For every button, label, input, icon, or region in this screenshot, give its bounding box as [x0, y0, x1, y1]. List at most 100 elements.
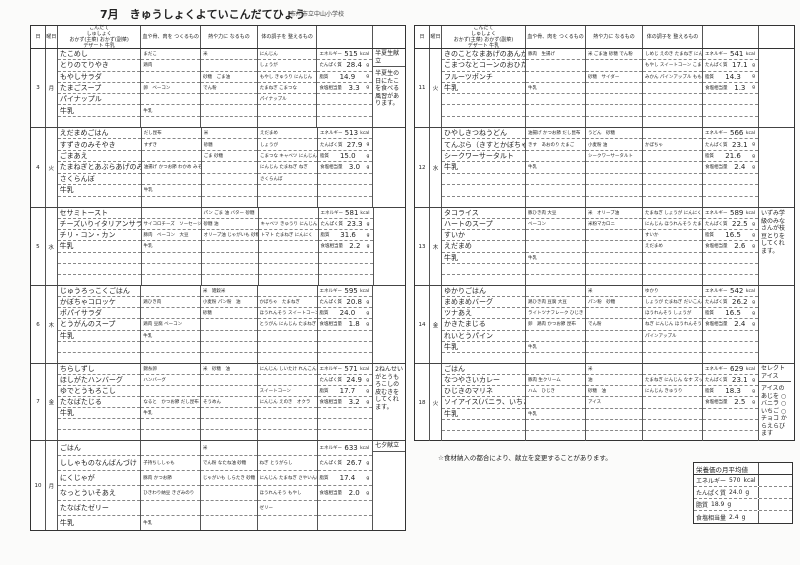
- ingredient: [200, 342, 257, 353]
- header-cell: [759, 26, 791, 48]
- ingredient: [643, 364, 702, 376]
- ingredient: パン ごま 油 バター 砂糖: [201, 208, 258, 220]
- nutrition-row: たんぱく質 23.1 g: [703, 139, 758, 151]
- ingredient: [586, 420, 642, 431]
- header-cell: 熱や力に なるもの: [586, 26, 643, 48]
- dish-name: [442, 94, 525, 106]
- dish-name: ひやしきつねうどん: [442, 128, 525, 140]
- dish-name: チリ・コン・カン: [57, 230, 141, 242]
- ingredient: 豚肉 生揚げ: [526, 49, 585, 61]
- ingredient: [200, 486, 257, 501]
- day-note: [374, 208, 405, 285]
- column-yellow: 米 ごま油 砂糖 でん粉 砂糖 サイダー: [586, 49, 643, 127]
- avg-value: 2.4: [729, 513, 739, 521]
- dish-name: [57, 342, 141, 353]
- ingredient: もやし スイートコーン こまつな: [643, 60, 702, 72]
- ingredient: [142, 197, 201, 207]
- column-yellow: 米砂糖 ごま 砂糖: [201, 128, 258, 207]
- nutrition-row: エネルギー 566 kcal: [703, 128, 758, 140]
- nutrition-label: たんぱく質: [705, 300, 728, 306]
- ingredient: [643, 431, 702, 441]
- dish-name: 牛乳: [57, 185, 141, 197]
- dish-name: じゅうろっこくごはん: [57, 286, 141, 298]
- ingredient: [643, 151, 702, 163]
- ingredient: [643, 253, 702, 264]
- ingredient: にんじん えのき オクラ: [257, 397, 317, 408]
- nutrition-label: たんぱく質: [705, 142, 728, 148]
- nutrition-row: [318, 197, 372, 207]
- nutrition-value: 31.6: [340, 231, 356, 240]
- nutrition-row: 脂質 14.9 g: [317, 72, 373, 83]
- column-red: まだこ 鶏肉卵 ベーコン 牛乳: [141, 49, 202, 127]
- nutrition-unit: g: [752, 377, 755, 383]
- ingredient: [526, 397, 585, 409]
- ingredient: うどん 砂糖: [586, 128, 642, 140]
- nutrition-row: [703, 117, 758, 127]
- nutrition-value: 589: [730, 209, 744, 218]
- ingredient: しょうが: [258, 139, 317, 151]
- ingredient: ゼリー: [257, 501, 317, 516]
- nutrition-row: エネルギー 633 kcal: [317, 441, 373, 456]
- ingredient: ほうれんそう しょうが: [643, 308, 702, 320]
- avg-label: たんぱく質: [696, 490, 727, 497]
- nutrition-row: 脂質 24.0 g: [317, 308, 373, 320]
- dish-name: 牛乳: [57, 331, 141, 342]
- ingredient: パン粉 砂糖: [586, 297, 642, 309]
- ingredient: [526, 151, 585, 163]
- column-green: かぼちゃ: [643, 128, 703, 207]
- nutrition-row: [318, 253, 373, 264]
- dish-name: ほしがたハンバーグ: [57, 375, 141, 386]
- nutrition-row: エネルギー 541 kcal: [703, 49, 758, 61]
- nutrition-value: 18.3: [725, 387, 741, 396]
- dish-name: たまねぎとあぶらあげのみそしる: [57, 162, 141, 174]
- ingredient: [200, 386, 257, 397]
- ingredient: [643, 397, 702, 409]
- nutrition-label: エネルギー: [705, 289, 728, 295]
- day-block: 13 木タコライス ハートのスープ すいか えだまめ 牛乳 豚ひき肉 大豆 ベーコン 牛乳米 オ…: [415, 208, 794, 286]
- nutrition-label: エネルギー: [319, 289, 343, 295]
- ingredient: [141, 117, 200, 127]
- avg-value: 24.0: [729, 489, 743, 496]
- ingredient: [201, 516, 257, 530]
- nutrition-value: 22.5: [732, 220, 748, 229]
- nutrition-label: エネルギー: [705, 52, 728, 58]
- dish-name: ちらしずし: [57, 364, 141, 375]
- dish-name: きのことなまあげのあんかけうどん: [442, 49, 525, 61]
- avg-cell: 食塩相当量 2.4 g: [694, 511, 759, 523]
- ingredient: ほうれんそう スイートコーン もやし: [257, 308, 317, 320]
- column-menu: きのことなまあげのあんかけうどんこまつなとコーンのおひたしフルーツポンチ牛乳: [442, 49, 526, 127]
- nutrition-label: 脂質: [320, 233, 330, 239]
- ingredient: [258, 430, 317, 440]
- nutrition-row: [318, 264, 373, 275]
- ingredient: 牛乳: [526, 162, 585, 174]
- nutrition-row: 食塩相当量 2.4 g: [703, 162, 758, 174]
- day-date: 6: [31, 286, 46, 363]
- nutrition-value: 629: [730, 365, 744, 374]
- dish-name: まめまめバーグ: [442, 297, 525, 309]
- ingredient: [643, 162, 702, 174]
- day-weekday: 木: [430, 208, 442, 285]
- column-green: たまねぎ にんじん なす ズッキーニにんじん きゅうり: [643, 364, 703, 441]
- nutrition-label: エネルギー: [320, 211, 344, 217]
- nutrition-value: 542: [730, 287, 744, 296]
- dish-name: 牛乳: [442, 253, 525, 264]
- dish-name: [58, 430, 140, 440]
- nutrition-row: エネルギー 581 kcal: [318, 208, 373, 220]
- nutrition-value: 1.8: [348, 320, 360, 329]
- ingredient: アイス: [586, 397, 642, 409]
- nutrition-label: 食塩相当量: [320, 244, 344, 250]
- nutrition-value: 2.5: [734, 398, 746, 407]
- nutrition-row: たんぱく質 24.9 g: [317, 375, 373, 386]
- avg-row: エネルギー 570 kcal: [694, 475, 792, 487]
- page-title: 7月 きゅうしょくよていこんだてひょう: [100, 8, 306, 21]
- ingredient: [586, 275, 642, 285]
- table-header: 日曜日 こんだて しゅしょく おかず(主菜) おかず(副菜) デザート 牛乳 血や骨、肉を…: [415, 25, 794, 49]
- nutrition-unit: kcal: [745, 288, 755, 294]
- ingredient: [526, 60, 585, 72]
- ingredient: [142, 275, 201, 285]
- ingredient: オリーブ油 じゃがいも 砂糖: [201, 230, 258, 242]
- dish-name: ししゃものなんばんづけ: [57, 456, 141, 471]
- ingredient: [201, 60, 257, 72]
- ingredient: [526, 94, 585, 106]
- dish-name: [442, 185, 525, 197]
